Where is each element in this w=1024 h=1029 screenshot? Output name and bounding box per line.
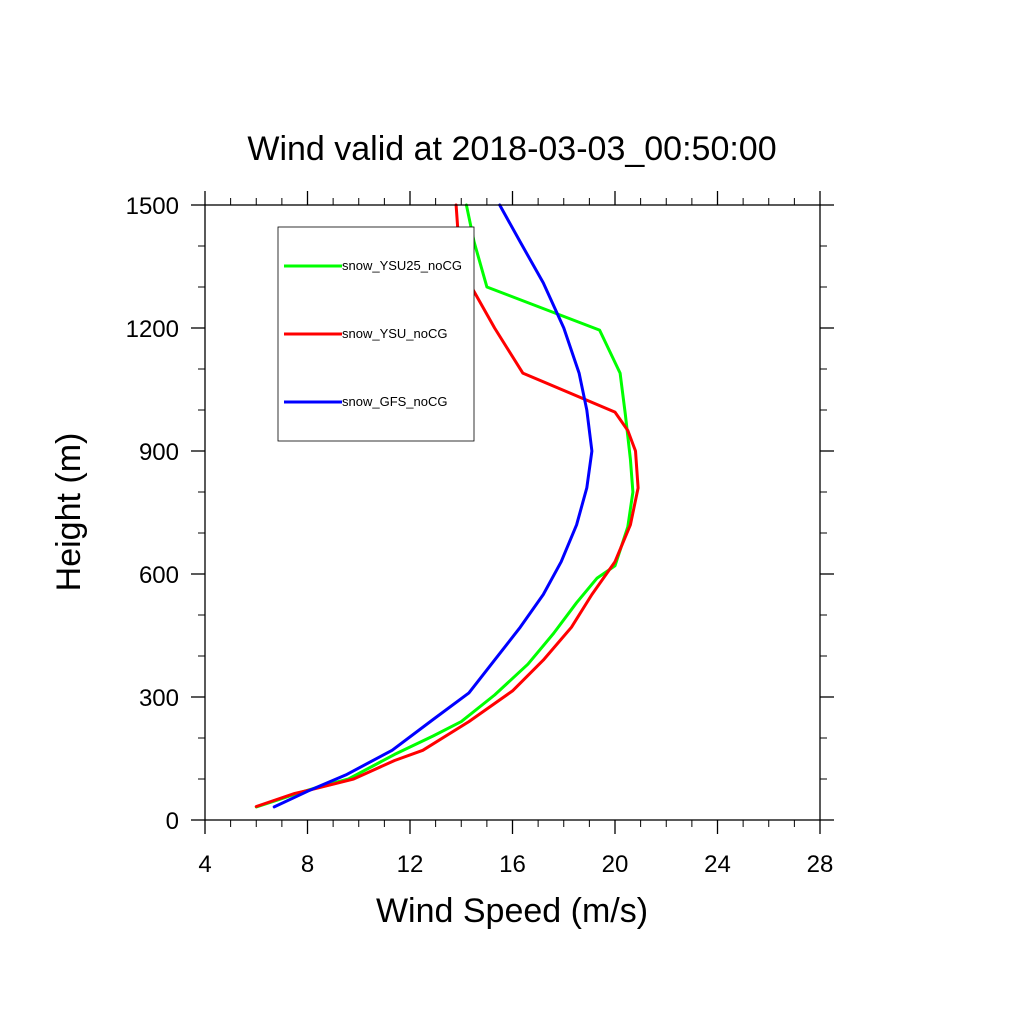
- series-line-2: [254, 203, 640, 808]
- y-tick-label: 1500: [126, 193, 179, 220]
- series-line-3: [272, 203, 594, 809]
- y-tick-label: 300: [139, 685, 179, 712]
- y-axis-label: Height (m): [50, 433, 88, 592]
- chart-title: Wind valid at 2018-03-03_00:50:00: [247, 130, 776, 168]
- x-tick-label: 20: [602, 851, 629, 878]
- y-tick-label: 0: [166, 808, 179, 835]
- x-tick-label: 16: [499, 851, 526, 878]
- y-tick-label: 1200: [126, 316, 179, 343]
- x-tick-label: 24: [704, 851, 731, 878]
- plot-area: [254, 203, 640, 809]
- legend-label-3: snow_GFS_noCG: [342, 394, 448, 409]
- y-tick-label: 900: [139, 439, 179, 466]
- x-tick-label: 12: [397, 851, 424, 878]
- x-tick-label: 28: [807, 851, 834, 878]
- x-tick-label: 4: [198, 851, 211, 878]
- legend: snow_YSU25_noCG snow_YSU_noCG snow_GFS_noC…: [277, 226, 475, 442]
- legend-label-1: snow_YSU25_noCG: [342, 258, 462, 273]
- x-axis-label: Wind Speed (m/s): [376, 892, 648, 930]
- x-tick-label: 8: [301, 851, 314, 878]
- axis-ticks: 4 8 12 16 20 24 28 0 300 600 900 1200 1500: [126, 191, 834, 878]
- legend-label-2: snow_YSU_noCG: [342, 326, 448, 341]
- y-tick-label: 600: [139, 562, 179, 589]
